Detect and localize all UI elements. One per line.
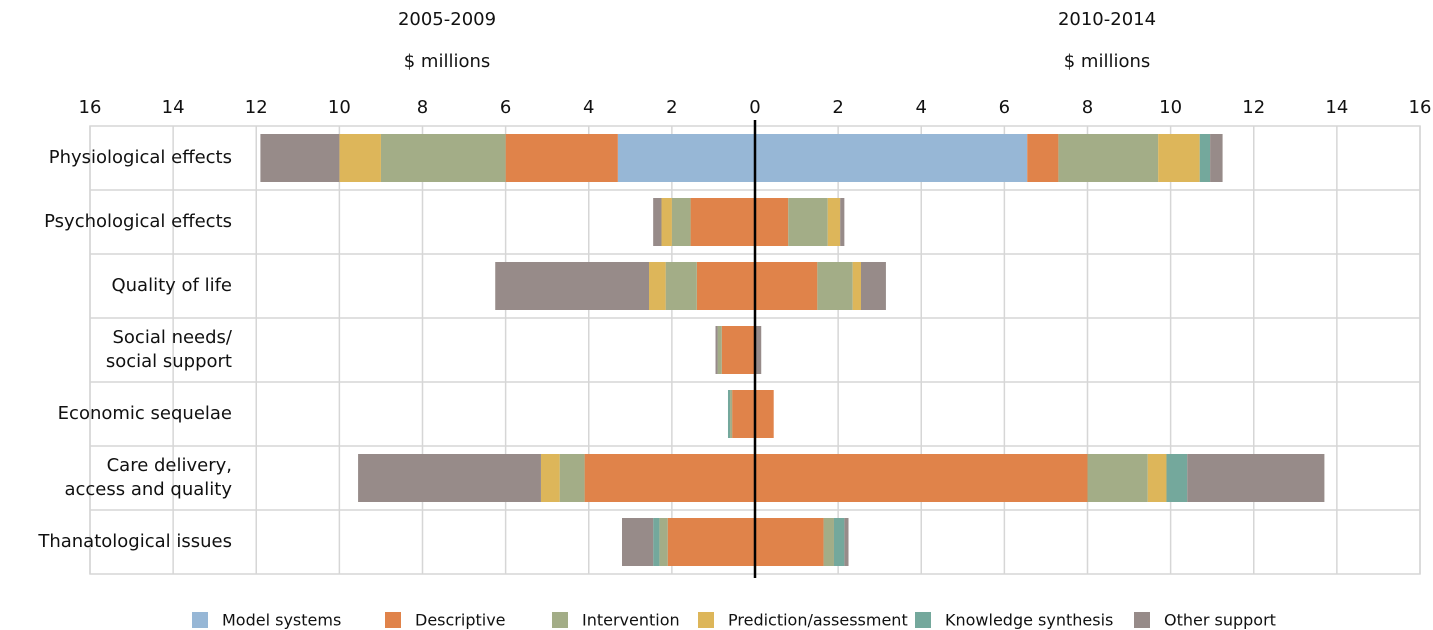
bar-segment-left	[727, 390, 731, 438]
bar-segment-left	[653, 198, 662, 246]
bar-segment-left	[495, 262, 650, 310]
bar-segment-left	[260, 134, 340, 182]
category-label: Economic sequelae	[58, 403, 232, 424]
bar-segment-right	[755, 198, 789, 246]
legend-swatch	[698, 612, 714, 628]
right-unit: $ millions	[1064, 51, 1151, 72]
legend-swatch	[1134, 612, 1150, 628]
bar-segment-left	[358, 454, 541, 502]
right-title: 2010-2014	[1058, 9, 1156, 30]
bar-segment-right	[755, 454, 1088, 502]
bar-segment-left	[717, 326, 722, 374]
category-label: Social needs/social support	[106, 327, 233, 372]
bar-segment-left	[661, 198, 672, 246]
bar-segment-left	[659, 518, 668, 566]
bar-segment-right	[755, 326, 762, 374]
bar-segment-right	[1166, 454, 1188, 502]
bar-segment-right	[844, 518, 849, 566]
bar-segment-left	[667, 518, 755, 566]
legend-label: Knowledge synthesis	[945, 611, 1113, 630]
legend-label: Intervention	[582, 611, 680, 630]
legend-label: Model systems	[222, 611, 341, 630]
x-tick-label: 8	[1082, 97, 1093, 118]
bar-segment-right	[1158, 134, 1200, 182]
bar-segment-right	[1210, 134, 1223, 182]
bar-segment-left	[380, 134, 506, 182]
x-tick-label: 2	[832, 97, 843, 118]
bar-segment-right	[1199, 134, 1211, 182]
bar-segment-left	[696, 262, 755, 310]
bar-segment-left	[732, 390, 755, 438]
legend-label: Prediction/assessment	[728, 611, 908, 630]
category-label-line: access and quality	[64, 479, 232, 500]
bar-segment-left	[721, 326, 755, 374]
category-label: Thanatological issues	[37, 531, 232, 552]
bar-segment-right	[817, 262, 853, 310]
bar-segment-right	[840, 198, 845, 246]
x-tick-label: 16	[1409, 97, 1432, 118]
x-tick-label: 16	[79, 97, 102, 118]
bar-segment-right	[755, 134, 1028, 182]
bar-segment-right	[1027, 134, 1059, 182]
bar-segment-left	[649, 262, 666, 310]
category-label: Quality of life	[111, 275, 232, 296]
bar-segment-left	[559, 454, 585, 502]
bar-segment-right	[833, 518, 845, 566]
bar-segment-left	[730, 390, 733, 438]
left-title: 2005-2009	[398, 9, 496, 30]
x-tick-label: 0	[749, 97, 760, 118]
bar-segment-left	[617, 134, 755, 182]
legend-swatch	[385, 612, 401, 628]
bar-segment-left	[584, 454, 755, 502]
bar-segment-left	[653, 518, 660, 566]
bar-segment-right	[1087, 454, 1148, 502]
legend-label: Other support	[1164, 611, 1276, 630]
bar-segment-left	[540, 454, 560, 502]
category-label-line: Care delivery,	[107, 455, 232, 476]
x-tick-label: 12	[245, 97, 268, 118]
bar-segment-right	[755, 518, 824, 566]
category-label: Physiological effects	[49, 147, 232, 168]
bar-segment-right	[755, 390, 774, 438]
x-tick-label: 8	[417, 97, 428, 118]
bar-segment-right	[823, 518, 834, 566]
bar-segment-right	[755, 262, 818, 310]
legend-swatch	[552, 612, 568, 628]
bar-segment-left	[622, 518, 654, 566]
bar-segment-right	[852, 262, 861, 310]
bar-segment-right	[1187, 454, 1325, 502]
category-label: Psychological effects	[44, 211, 232, 232]
bar-segment-right	[860, 262, 886, 310]
x-tick-label: 14	[162, 97, 185, 118]
legend-swatch	[915, 612, 931, 628]
bar-segment-right	[1147, 454, 1167, 502]
bar-segment-right	[788, 198, 828, 246]
x-tick-label: 6	[999, 97, 1010, 118]
x-tick-label: 4	[583, 97, 594, 118]
category-label-line: Social needs/	[112, 327, 232, 348]
x-tick-label: 10	[1159, 97, 1182, 118]
category-label-line: social support	[106, 351, 232, 372]
bar-segment-right	[1058, 134, 1159, 182]
x-tick-label: 14	[1325, 97, 1348, 118]
x-tick-label: 12	[1242, 97, 1265, 118]
x-tick-label: 10	[328, 97, 351, 118]
bar-segment-left	[339, 134, 381, 182]
legend-label: Descriptive	[415, 611, 506, 630]
x-tick-label: 2	[666, 97, 677, 118]
bar-segment-left	[715, 326, 718, 374]
bar-segment-left	[665, 262, 697, 310]
bar-segment-left	[690, 198, 755, 246]
x-tick-label: 6	[500, 97, 511, 118]
bar-segment-right	[827, 198, 841, 246]
legend-swatch	[192, 612, 208, 628]
bar-segment-left	[671, 198, 691, 246]
x-tick-label: 4	[916, 97, 927, 118]
left-unit: $ millions	[404, 51, 491, 72]
category-label: Care delivery, access and quality	[64, 455, 232, 500]
bar-segment-left	[505, 134, 618, 182]
